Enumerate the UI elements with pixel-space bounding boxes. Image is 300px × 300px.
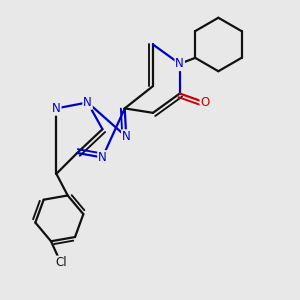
Text: O: O bbox=[200, 96, 210, 109]
Text: N: N bbox=[175, 57, 184, 70]
Text: N: N bbox=[98, 151, 107, 164]
Text: Cl: Cl bbox=[55, 256, 67, 269]
Text: N: N bbox=[52, 102, 61, 115]
Text: N: N bbox=[122, 130, 130, 143]
Text: N: N bbox=[83, 96, 92, 109]
